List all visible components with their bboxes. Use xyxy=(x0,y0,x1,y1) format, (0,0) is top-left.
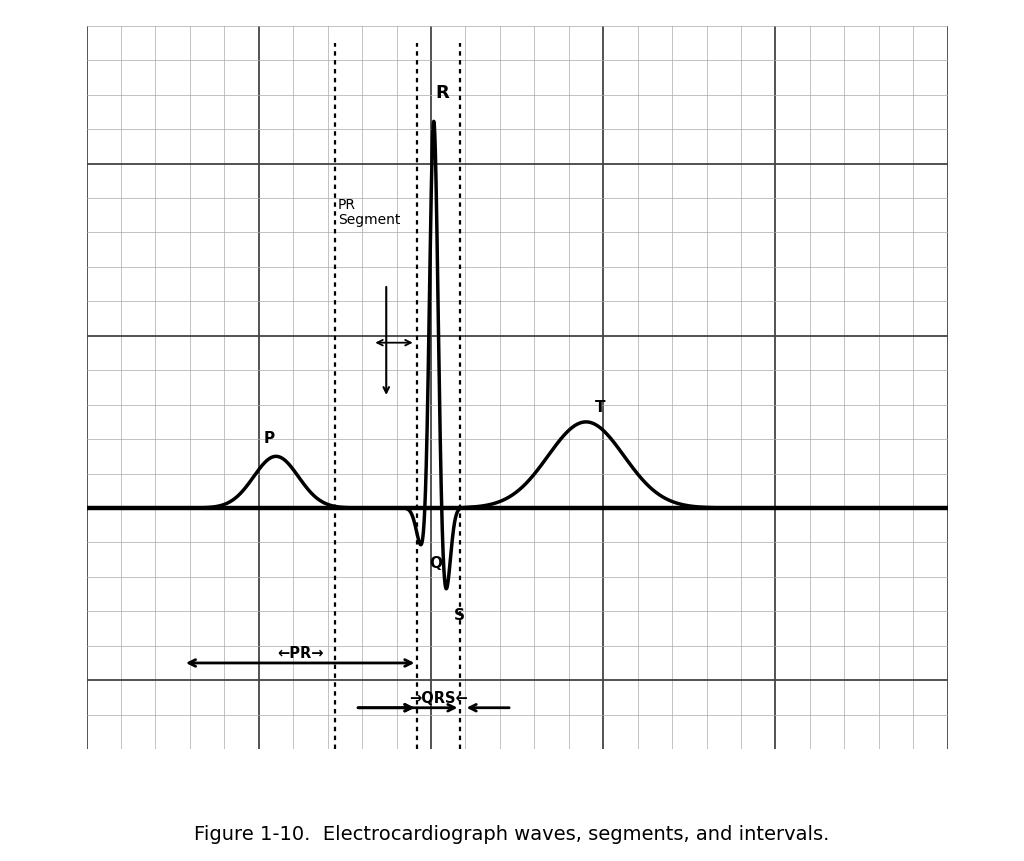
Text: R: R xyxy=(435,84,450,102)
Text: →QRS←: →QRS← xyxy=(410,691,468,706)
Text: S: S xyxy=(454,608,465,623)
Text: P: P xyxy=(263,431,274,446)
Text: Q: Q xyxy=(429,556,442,571)
Text: T: T xyxy=(595,400,605,415)
Text: PR
Segment: PR Segment xyxy=(338,198,400,227)
Text: Figure 1-10.  Electrocardiograph waves, segments, and intervals.: Figure 1-10. Electrocardiograph waves, s… xyxy=(195,825,829,844)
Text: ←PR→: ←PR→ xyxy=(276,647,324,661)
